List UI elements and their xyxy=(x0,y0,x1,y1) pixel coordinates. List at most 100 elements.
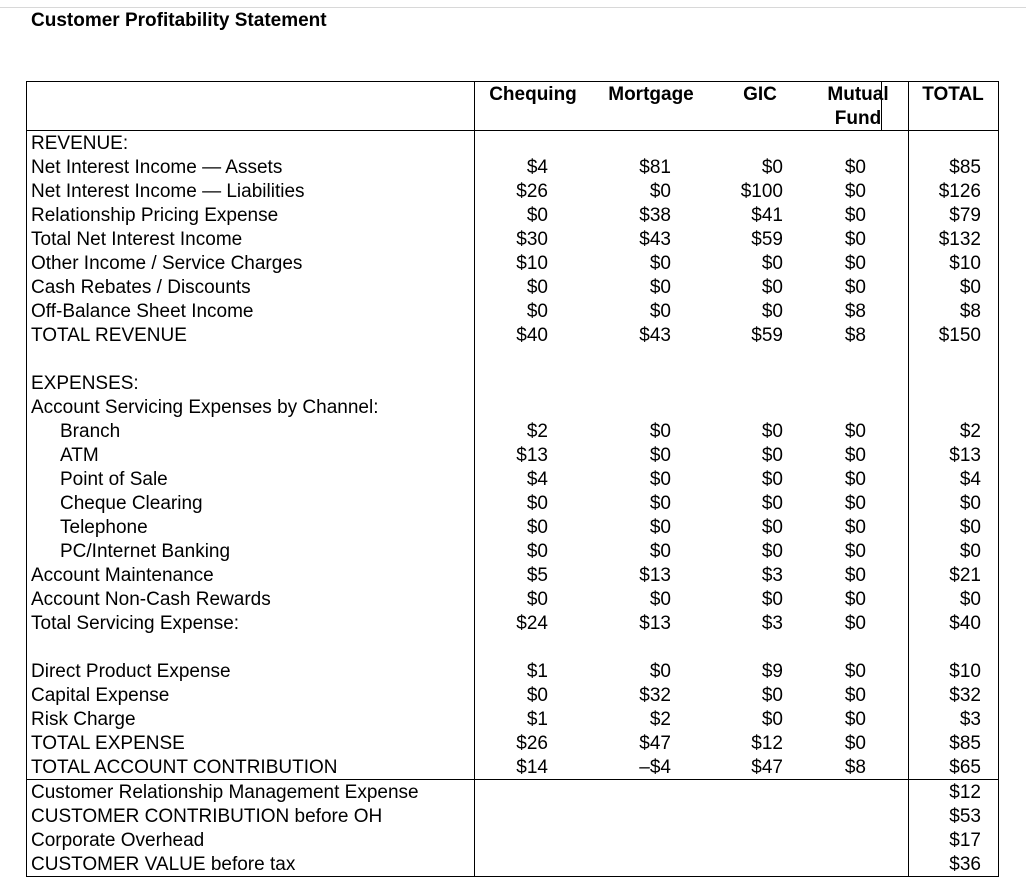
cell-chequing: $26 xyxy=(516,181,548,202)
total-column-divider xyxy=(908,81,909,877)
row-label: Risk Charge xyxy=(31,709,136,730)
cell-gic: $0 xyxy=(761,157,783,178)
cell-gic: $0 xyxy=(761,445,783,466)
row-label: Direct Product Expense xyxy=(31,661,231,682)
row-label: TOTAL REVENUE xyxy=(31,325,187,346)
cell-mortgage: $13 xyxy=(639,613,671,634)
cell-gic: $0 xyxy=(761,493,783,514)
cell-gic: $0 xyxy=(761,517,783,538)
revenue-header-label: REVENUE: xyxy=(31,133,129,154)
table-row: TOTAL REVENUE $40 $43 $59 $8 $150 xyxy=(0,324,1026,348)
cell-chequing: $0 xyxy=(526,493,548,514)
cell-total: $3 xyxy=(959,709,981,730)
cell-mutual-fund: $0 xyxy=(844,733,866,754)
column-header-mortgage: Mortgage xyxy=(608,84,694,105)
cell-mutual-fund: $0 xyxy=(844,685,866,706)
table-row: Cheque Clearing $0 $0 $0 $0 $0 xyxy=(0,492,1026,516)
table-row: Account Non-Cash Rewards $0 $0 $0 $0 $0 xyxy=(0,588,1026,612)
table-row: Total Net Interest Income $30 $43 $59 $0… xyxy=(0,228,1026,252)
row-label: Point of Sale xyxy=(60,469,168,490)
cell-total: $2 xyxy=(959,421,981,442)
row-label: Cash Rebates / Discounts xyxy=(31,277,251,298)
cell-total: $126 xyxy=(938,181,981,202)
row-label: Capital Expense xyxy=(31,685,170,706)
column-header-mutual-fund: Mutual Fund xyxy=(827,84,889,129)
cell-mortgage: $32 xyxy=(639,685,671,706)
cell-mortgage: $0 xyxy=(649,493,671,514)
cell-gic: $0 xyxy=(761,685,783,706)
column-header-total: TOTAL xyxy=(922,84,984,105)
row-label: Branch xyxy=(60,421,121,442)
cell-mortgage: $47 xyxy=(639,733,671,754)
table-row: Other Income / Service Charges $10 $0 $0… xyxy=(0,252,1026,276)
table-row: Net Interest Income — Liabilities $26 $0… xyxy=(0,180,1026,204)
cell-mutual-fund: $0 xyxy=(844,229,866,250)
table-row: Account Maintenance $5 $13 $3 $0 $21 xyxy=(0,564,1026,588)
cell-chequing: $4 xyxy=(526,157,548,178)
cell-chequing: $26 xyxy=(516,733,548,754)
table-row: Corporate Overhead $17 xyxy=(0,829,1026,853)
cell-mortgage: $0 xyxy=(649,301,671,322)
row-label: Customer Relationship Management Expense xyxy=(31,782,419,803)
table-row: PC/Internet Banking $0 $0 $0 $0 $0 xyxy=(0,540,1026,564)
row-label: Total Servicing Expense: xyxy=(31,613,240,634)
cell-total: $0 xyxy=(959,517,981,538)
cell-total: $0 xyxy=(959,589,981,610)
cell-mutual-fund: $0 xyxy=(844,277,866,298)
cell-chequing: $30 xyxy=(516,229,548,250)
row-label: PC/Internet Banking xyxy=(60,541,231,562)
row-label: Telephone xyxy=(60,517,148,538)
cell-chequing: $0 xyxy=(526,541,548,562)
cell-gic: $3 xyxy=(761,613,783,634)
cell-chequing: $1 xyxy=(526,661,548,682)
cell-mortgage: –$4 xyxy=(639,757,671,778)
cell-chequing: $0 xyxy=(526,589,548,610)
cell-chequing: $1 xyxy=(526,709,548,730)
cell-total: $8 xyxy=(959,301,981,322)
table-row: Off-Balance Sheet Income $0 $0 $0 $8 $8 xyxy=(0,300,1026,324)
cell-mortgage: $0 xyxy=(649,253,671,274)
cell-total: $4 xyxy=(959,469,981,490)
cell-total: $10 xyxy=(949,253,981,274)
cell-mortgage: $13 xyxy=(639,565,671,586)
cell-total: $21 xyxy=(949,565,981,586)
row-label: Cheque Clearing xyxy=(60,493,203,514)
cell-mutual-fund: $0 xyxy=(844,253,866,274)
row-label: Account Non-Cash Rewards xyxy=(31,589,271,610)
cell-chequing: $0 xyxy=(526,517,548,538)
cell-mortgage: $38 xyxy=(639,205,671,226)
cell-mortgage: $0 xyxy=(649,421,671,442)
cell-mutual-fund: $0 xyxy=(844,565,866,586)
cell-mortgage: $0 xyxy=(649,469,671,490)
cell-gic: $41 xyxy=(751,205,783,226)
cell-chequing: $0 xyxy=(526,301,548,322)
table-row: Total Servicing Expense: $24 $13 $3 $0 $… xyxy=(0,612,1026,636)
cell-mutual-fund: $0 xyxy=(844,469,866,490)
cell-total: $150 xyxy=(938,325,981,346)
cell-mutual-fund: $8 xyxy=(844,757,866,778)
cell-gic: $0 xyxy=(761,589,783,610)
cell-mutual-fund: $0 xyxy=(844,613,866,634)
label-column-divider xyxy=(474,81,475,877)
table-row: TOTAL ACCOUNT CONTRIBUTION $14 –$4 $47 $… xyxy=(0,756,1026,780)
row-label: Net Interest Income — Assets xyxy=(31,157,283,178)
page-title: Customer Profitability Statement xyxy=(31,10,327,31)
row-label: ATM xyxy=(60,445,99,466)
row-label: TOTAL EXPENSE xyxy=(31,733,185,754)
cell-chequing: $40 xyxy=(516,325,548,346)
cell-mutual-fund: $0 xyxy=(844,493,866,514)
table-border-left xyxy=(26,81,27,877)
cell-total: $40 xyxy=(949,613,981,634)
cell-total: $0 xyxy=(959,541,981,562)
cell-total: $13 xyxy=(949,445,981,466)
table-row: Cash Rebates / Discounts $0 $0 $0 $0 $0 xyxy=(0,276,1026,300)
table-border-top xyxy=(26,81,999,82)
table-row: Net Interest Income — Assets $4 $81 $0 $… xyxy=(0,156,1026,180)
cell-mutual-fund: $0 xyxy=(844,445,866,466)
servicing-subheader: Account Servicing Expenses by Channel: xyxy=(0,396,1026,420)
table-row: Branch $2 $0 $0 $0 $2 xyxy=(0,420,1026,444)
cell-mutual-fund: $0 xyxy=(844,709,866,730)
revenue-section-header: REVENUE: xyxy=(0,132,1026,156)
table-row: Risk Charge $1 $2 $0 $0 $3 xyxy=(0,708,1026,732)
expenses-section-header: EXPENSES: xyxy=(0,372,1026,396)
